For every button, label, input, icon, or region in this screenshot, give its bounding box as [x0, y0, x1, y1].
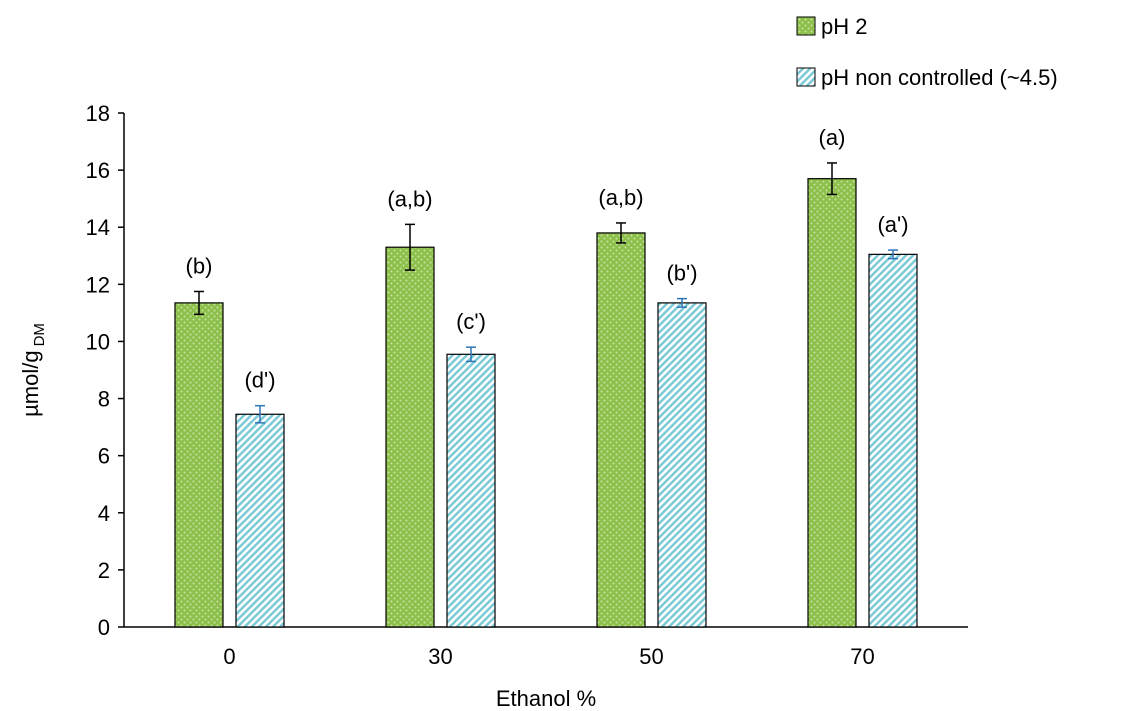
y-tick-label: 4 — [98, 501, 110, 526]
bar-ph2 — [174, 302, 224, 628]
significance-label: (d') — [244, 368, 275, 393]
legend-label-ph-non-controlled: pH non controlled (~4.5) — [821, 65, 1058, 90]
legend: pH 2 pH non controlled (~4.5) — [796, 14, 1058, 90]
y-axis-title-main: µmol/g — [18, 350, 43, 416]
bar-ph2 — [807, 178, 857, 628]
significance-label: (a') — [877, 212, 908, 237]
bar-ph-non-controlled — [657, 302, 707, 628]
significance-labels: (b) (d') (a,b) (c') (a,b) (b') (a) (a') — [186, 125, 909, 393]
y-axis-title-subscript: DM — [31, 323, 48, 346]
y-tick-label: 6 — [98, 444, 110, 469]
y-axis-title: µmol/g DM — [18, 323, 48, 417]
significance-label: (b') — [666, 261, 697, 286]
y-tick-label: 10 — [86, 329, 110, 354]
significance-label: (a,b) — [387, 186, 432, 211]
y-tick-labels: 0 2 4 6 8 10 12 14 16 18 — [86, 101, 124, 640]
legend-label-ph2: pH 2 — [821, 14, 867, 39]
bar-ph2 — [596, 232, 646, 628]
y-tick-label: 12 — [86, 272, 110, 297]
bars — [174, 178, 918, 628]
significance-label: (a,b) — [598, 185, 643, 210]
y-tick-label: 8 — [98, 387, 110, 412]
significance-label: (b) — [186, 253, 213, 278]
bar-ph2 — [385, 246, 435, 628]
bar-ph-non-controlled — [868, 253, 918, 628]
y-tick-label: 14 — [86, 215, 110, 240]
y-tick-label: 18 — [86, 101, 110, 126]
bar-ph-non-controlled — [235, 413, 285, 628]
bar-ph-non-controlled — [446, 353, 496, 628]
y-tick-label: 2 — [98, 558, 110, 583]
legend-swatch-ph2 — [796, 16, 816, 36]
y-tick-label: 0 — [98, 615, 110, 640]
legend-swatch-ph-non-controlled — [796, 67, 816, 87]
x-tick-label: 0 — [223, 644, 235, 669]
x-tick-labels: 0 30 50 70 — [223, 644, 874, 669]
significance-label: (c') — [456, 309, 486, 334]
significance-label: (a) — [819, 125, 846, 150]
x-tick-label: 50 — [639, 644, 663, 669]
x-axis-title: Ethanol % — [496, 686, 596, 711]
error-bars — [194, 162, 898, 424]
x-tick-label: 30 — [428, 644, 452, 669]
x-tick-label: 70 — [850, 644, 874, 669]
y-tick-label: 16 — [86, 158, 110, 183]
